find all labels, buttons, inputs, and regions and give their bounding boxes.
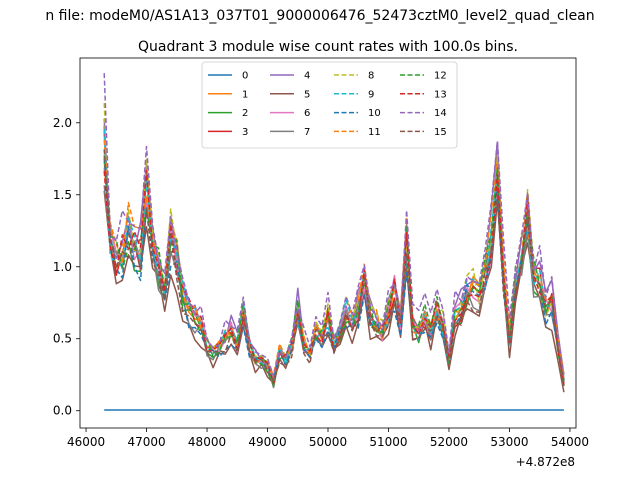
x-tick-label: 46000 [67,435,105,449]
legend-label-15: 15 [434,127,447,138]
legend-label-0: 0 [242,71,248,82]
x-tick-label: 49000 [248,435,286,449]
y-tick-label: 0.0 [53,404,72,418]
y-tick-label: 1.0 [53,260,72,274]
legend-label-5: 5 [304,89,310,100]
legend-label-14: 14 [434,108,447,119]
chart-filename-title: n file: modeM0/AS1A13_037T01_9000006476_… [45,8,594,24]
legend-label-4: 4 [304,71,310,82]
legend-label-3: 3 [242,127,248,138]
legend-label-9: 9 [368,89,374,100]
x-tick-label: 47000 [127,435,165,449]
x-tick-label: 53000 [490,435,528,449]
x-tick-label: 50000 [309,435,347,449]
legend-label-8: 8 [368,71,374,82]
legend-label-10: 10 [368,108,381,119]
y-tick-label: 0.5 [53,332,72,346]
y-tick-label: 2.0 [53,116,72,130]
series-line-10 [103,158,565,382]
legend-label-13: 13 [434,89,447,100]
legend-label-12: 12 [434,71,447,82]
legend-label-6: 6 [304,108,310,119]
series-line-14 [103,73,565,379]
legend-label-7: 7 [304,127,310,138]
x-axis-offset-label: +4.872e8 [516,455,575,469]
y-tick-label: 1.5 [53,188,72,202]
x-tick-label: 52000 [430,435,468,449]
chart-title: Quadrant 3 module wise count rates with … [138,39,518,55]
series-line-15 [103,149,565,384]
x-tick-label: 48000 [188,435,226,449]
legend-label-11: 11 [368,127,381,138]
x-tick-label: 54000 [551,435,589,449]
x-tick-label: 51000 [369,435,407,449]
legend-box [201,61,458,149]
plot-area: 46000 47000 48000 49000 50000 51000 52000 53000… [53,57,589,449]
series-line-8 [103,103,565,383]
legend-label-2: 2 [242,108,248,119]
legend-label-1: 1 [242,89,248,100]
